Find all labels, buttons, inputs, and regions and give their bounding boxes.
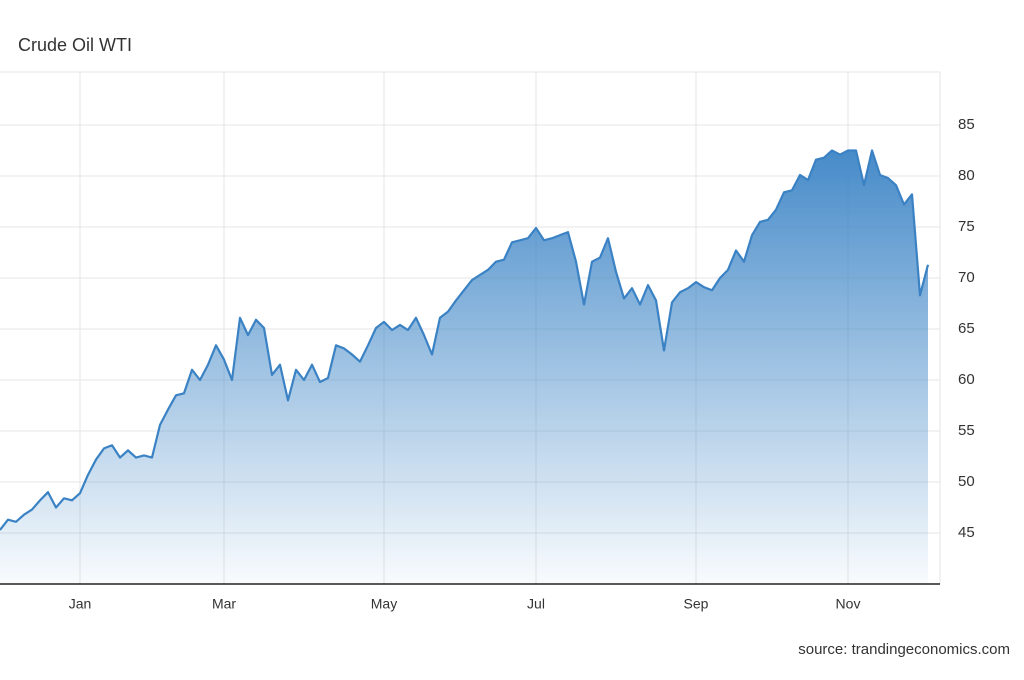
area-fill [0, 150, 928, 584]
y-tick-label: 60 [958, 371, 975, 388]
y-tick-label: 80 [958, 167, 975, 184]
y-tick-label: 45 [958, 524, 975, 541]
x-tick-label: Sep [684, 596, 709, 612]
x-tick-label: Jul [527, 596, 545, 612]
y-tick-label: 50 [958, 473, 975, 490]
y-tick-label: 75 [958, 218, 975, 235]
x-tick-label: Mar [212, 596, 236, 612]
y-tick-label: 65 [958, 320, 975, 337]
x-tick-label: Jan [69, 596, 92, 612]
y-tick-label: 55 [958, 422, 975, 439]
line [0, 149, 930, 531]
chart-title: Crude Oil WTI [18, 35, 132, 55]
y-tick-label: 85 [958, 116, 975, 133]
y-tick-label: 70 [958, 269, 975, 286]
source-note: source: trandingeconomics.com [798, 641, 1010, 658]
x-tick-label: May [371, 596, 397, 612]
x-tick-label: Nov [836, 596, 861, 612]
